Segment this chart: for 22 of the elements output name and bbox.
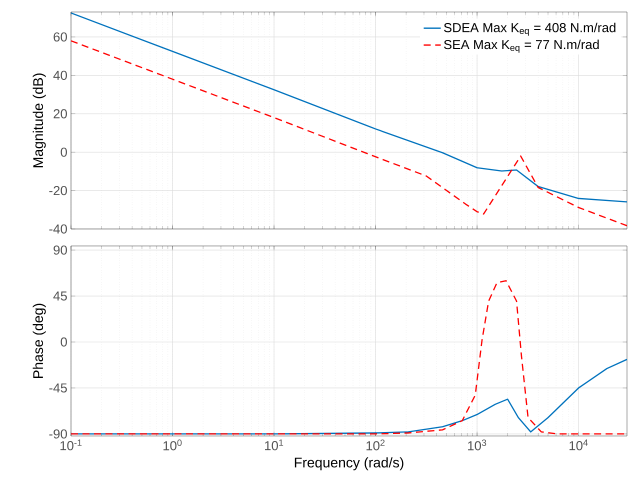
x-tick-label: 10$^{4}$ (570, 440, 588, 450)
y-tick-label: 45 (53, 292, 67, 301)
y-tick-label: 60 (54, 32, 67, 42)
y-tick-label: 0 (60, 148, 67, 157)
y-tick-label: -40 (49, 224, 67, 234)
legend-label: SEA Max K$_{eq}$ = 77 N.m/rad (444, 40, 599, 53)
y-axis-title: Magnitude (dB) (32, 74, 46, 168)
x-tick-label: 10$^{1}$ (265, 440, 284, 450)
x-tick-label: 10$^{2}$ (366, 440, 385, 450)
y-tick-label: -45 (49, 383, 67, 393)
y-tick-label: 40 (53, 70, 67, 80)
y-tick-label: 20 (54, 109, 67, 118)
x-tick-label: 10$^{3}$ (468, 440, 486, 450)
y-tick-label: -20 (49, 186, 67, 196)
y-tick-label: -90 (49, 429, 67, 439)
legend-label: SDEA Max K$_{eq}$ = 408 N.m/rad (444, 22, 616, 36)
y-axis-title: Phase (deg) (32, 304, 46, 378)
y-tick-label: 90 (54, 245, 67, 255)
x-tick-label: 10$^{-1}$ (60, 440, 82, 450)
y-tick-label: 0 (60, 337, 67, 347)
x-tick-label: 10$^{0}$ (163, 440, 182, 450)
x-axis-title: Frequency (rad/s) (294, 457, 404, 470)
